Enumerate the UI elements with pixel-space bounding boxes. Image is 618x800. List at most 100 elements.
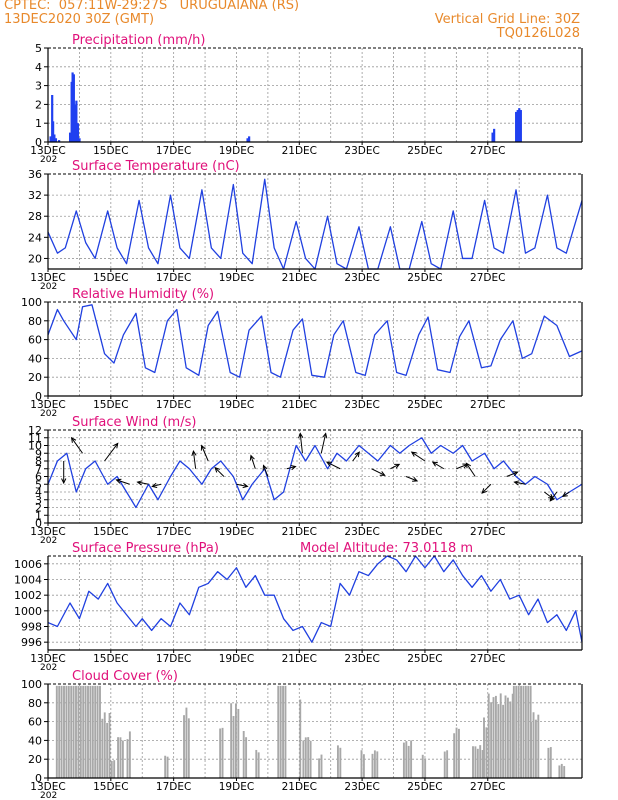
precip-bar — [57, 140, 61, 142]
x-tick-label: 15DEC — [93, 781, 128, 793]
wind-arrowhead — [549, 495, 555, 502]
cloud-bar — [183, 715, 185, 778]
y-tick-label: 3 — [35, 80, 42, 93]
cloud-bar — [402, 742, 405, 778]
cloud-bar — [336, 745, 339, 778]
wind-arrow — [263, 465, 269, 477]
wind-arrowhead — [465, 462, 471, 469]
wind-arrow — [137, 481, 149, 485]
y-tick-label: 80 — [28, 697, 42, 710]
cloud-bar — [458, 728, 460, 778]
cloud-bar — [362, 754, 365, 778]
cloud-bar — [537, 714, 540, 778]
x-tick-label: 23DEC — [344, 653, 379, 665]
x-tick-label: 19DEC — [219, 653, 254, 665]
cloud-bar — [530, 721, 533, 778]
cloud-bar — [87, 685, 89, 778]
wind-arrow — [152, 483, 162, 487]
x-tick-label: 17DEC — [156, 145, 191, 157]
cloud-bar — [527, 685, 530, 778]
wind-arrow — [514, 481, 526, 485]
cloud-bar — [490, 702, 493, 778]
pres-title: Surface Pressure (hPa) — [72, 541, 219, 556]
wind-arrow — [71, 437, 83, 454]
cloud-bar — [63, 685, 65, 778]
y-tick-label: 1 — [35, 509, 42, 522]
wind-line — [47, 437, 583, 509]
cloud-bar — [89, 685, 92, 778]
x-axis-year-label: 202 — [40, 791, 57, 800]
cloud-bar — [492, 697, 495, 778]
cloud-bar — [245, 737, 248, 778]
x-tick-label: 23DEC — [344, 272, 379, 284]
x-tick-label: 25DEC — [407, 653, 442, 665]
y-tick-label: 0 — [35, 517, 42, 530]
y-tick-label: 0 — [35, 136, 42, 149]
cloud-bar — [255, 749, 258, 778]
y-tick-label: 24 — [28, 231, 42, 244]
header-station: CPTEC: 057:11W-29:27S URUGUAIANA (RS) — [4, 0, 300, 13]
y-tick-label: 1002 — [14, 589, 42, 602]
wind-arrow — [214, 467, 225, 477]
wind-arrowhead — [249, 454, 255, 461]
cloud-bar — [487, 693, 490, 778]
cloud-bar — [299, 699, 302, 778]
cloud-bar — [515, 685, 518, 778]
wind-arrow — [192, 451, 197, 469]
wind-arrow — [456, 463, 468, 470]
wind-arrowhead — [298, 432, 304, 439]
x-tick-label: 13DEC — [30, 653, 65, 665]
x-axis-year-label: 202 — [40, 409, 57, 419]
cloud-bar — [474, 746, 477, 778]
x-tick-label: 13DEC — [30, 145, 65, 157]
x-axis-year-label: 202 — [40, 663, 57, 673]
x-tick-label: 27DEC — [470, 781, 505, 793]
rh-line — [47, 304, 583, 378]
x-axis-year-label: 202 — [40, 155, 57, 165]
cloud-bar — [360, 750, 363, 778]
cloud-bar — [304, 737, 307, 778]
cloud-bar — [242, 731, 245, 778]
cloud-bar — [558, 765, 561, 778]
wind-arrowhead — [115, 478, 122, 484]
wind-arrowhead — [70, 436, 77, 443]
x-tick-label: 23DEC — [344, 145, 379, 157]
wind-arrowhead — [322, 432, 328, 439]
wind-arrowhead — [113, 442, 119, 449]
x-tick-label: 13DEC — [30, 399, 65, 411]
pres-line — [47, 555, 583, 643]
y-tick-label: 60 — [28, 716, 42, 729]
y-tick-label: 20 — [28, 252, 42, 265]
wind-arrow — [411, 451, 426, 462]
panel-temp — [44, 173, 583, 272]
y-tick-label: 1000 — [14, 605, 42, 618]
x-tick-label: 23DEC — [344, 399, 379, 411]
wind-arrow — [481, 483, 492, 494]
x-axis-year-label: 202 — [40, 282, 57, 292]
x-tick-label: 19DEC — [219, 145, 254, 157]
precip-bar — [519, 110, 522, 142]
cloud-bar — [110, 760, 113, 778]
x-axis-year-label: 202 — [40, 536, 57, 546]
y-tick-label: 7 — [35, 463, 42, 476]
precip-bar — [74, 104, 77, 142]
x-tick-label: 25DEC — [407, 145, 442, 157]
x-tick-label: 25DEC — [407, 526, 442, 538]
y-tick-label: 2 — [35, 502, 42, 515]
precip-bar — [491, 132, 494, 142]
cloud-bar — [373, 750, 376, 778]
cloud-bar — [128, 731, 131, 778]
cloud-bar — [70, 685, 73, 778]
x-tick-label: 13DEC — [30, 781, 65, 793]
cloud-bar — [284, 685, 287, 778]
x-tick-label: 19DEC — [219, 272, 254, 284]
cloud-bar — [476, 748, 479, 778]
cloud-bar — [410, 740, 413, 778]
x-tick-label: 13DEC — [30, 272, 65, 284]
cloud-bar — [494, 695, 497, 778]
cloud-bar — [309, 740, 312, 778]
cloud-bar — [479, 745, 482, 778]
cloud-bar — [524, 685, 527, 778]
precip-bar — [51, 95, 54, 142]
panel-precip — [44, 47, 583, 145]
